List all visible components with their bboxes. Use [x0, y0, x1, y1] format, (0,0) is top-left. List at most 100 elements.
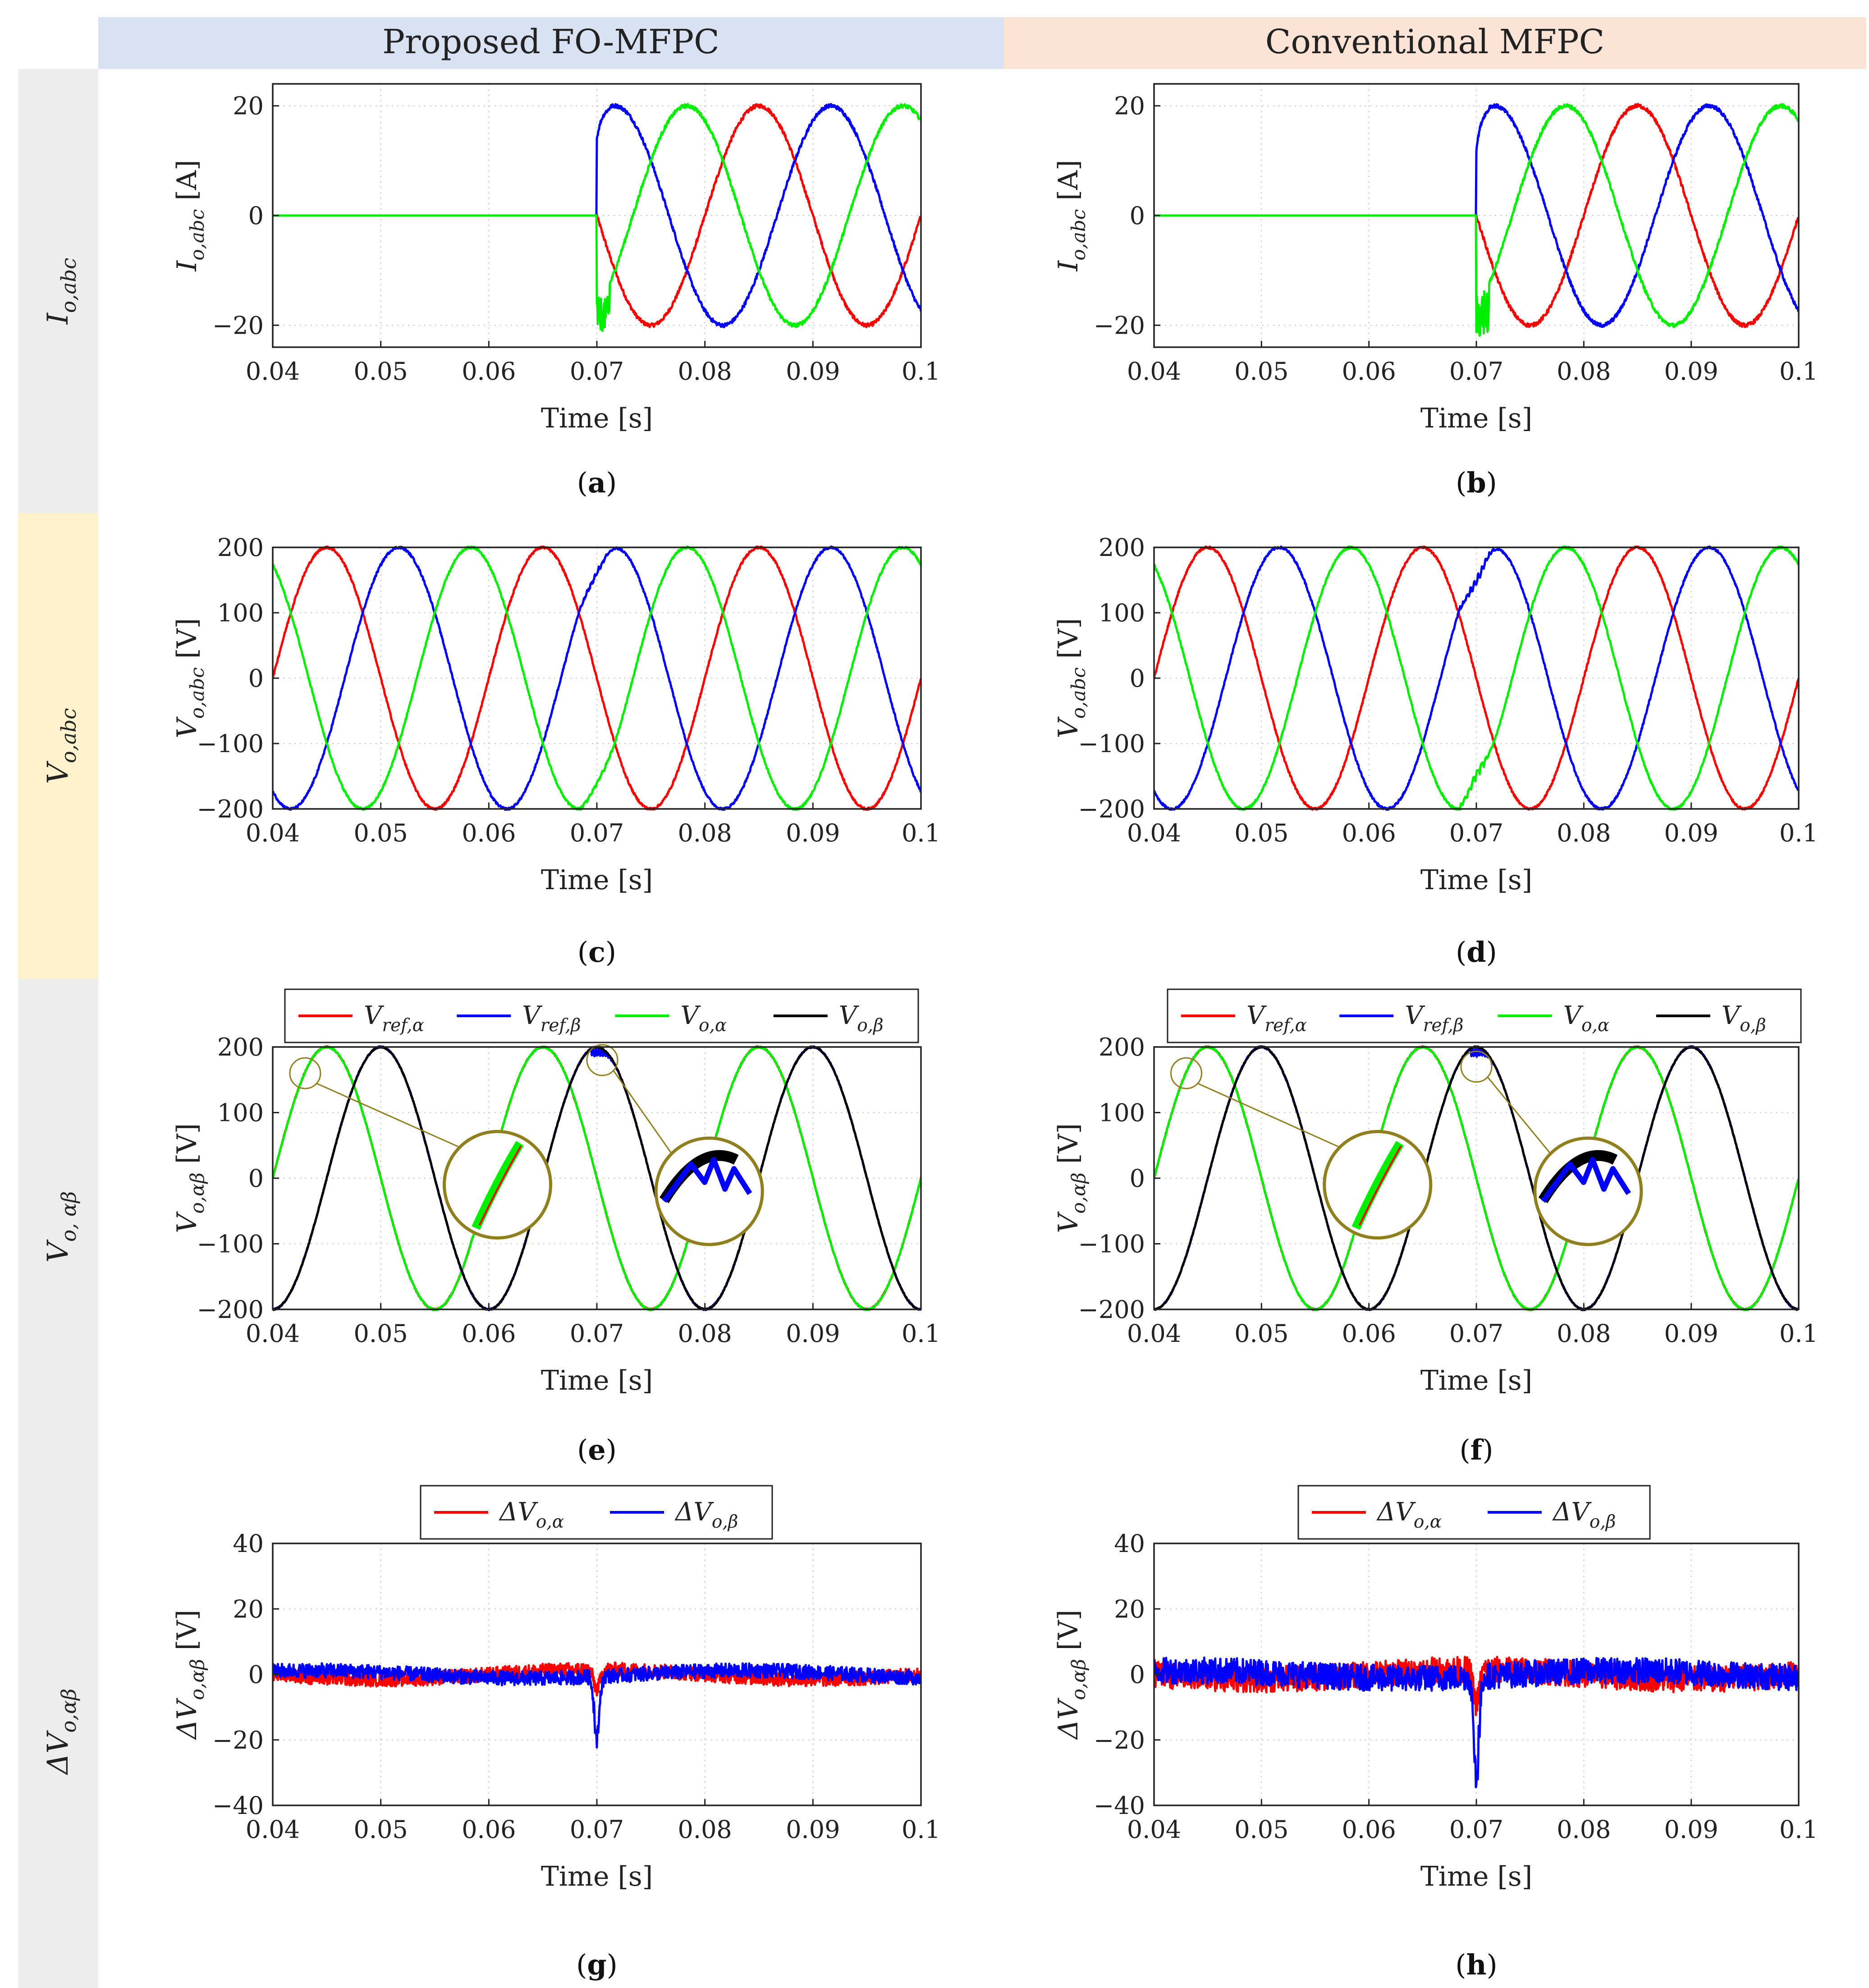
- legend-entry: ΔVo,β: [674, 1497, 738, 1532]
- y-tick-label: −200: [1078, 1295, 1145, 1324]
- y-tick-label: −100: [197, 730, 264, 758]
- panel-caption: (a): [577, 466, 617, 499]
- x-tick-label: 0.05: [354, 357, 408, 386]
- y-tick-label: 40: [233, 1529, 264, 1558]
- y-tick-label: −20: [212, 1726, 264, 1754]
- y-axis-label: Vo,αβ [V]: [171, 1123, 208, 1233]
- x-tick-label: 0.1: [1779, 357, 1818, 386]
- panel-caption: (c): [577, 936, 616, 969]
- y-axis-label-text: Vo,abc [V]: [1053, 618, 1090, 739]
- chart-c: 0.04 0.05 0.06 0.07 0.08 0.09 0.1 −200 −100 0 100 2…: [171, 533, 940, 969]
- row-label-text: ΔVo,αβ: [41, 1689, 81, 1776]
- x-tick-label: 0.06: [462, 1815, 516, 1844]
- y-tick-label: −40: [212, 1791, 264, 1820]
- x-axis-label: Time [s]: [1420, 1365, 1532, 1396]
- x-tick-label: 0.04: [1127, 357, 1181, 386]
- x-tick-label: 0.1: [902, 819, 940, 847]
- y-tick-label: −100: [197, 1230, 264, 1258]
- x-tick-label: 0.08: [1557, 357, 1611, 386]
- y-tick-label: 0: [248, 1164, 264, 1193]
- x-tick-label: 0.09: [1664, 1815, 1718, 1844]
- row-header-dv_ab: [18, 1475, 98, 1988]
- y-tick-label: −200: [1078, 795, 1145, 823]
- x-tick-label: 0.1: [902, 1319, 940, 1348]
- y-tick-label: 200: [1099, 1033, 1145, 1061]
- y-tick-label: 20: [233, 92, 264, 120]
- x-tick-label: 0.07: [1449, 1815, 1503, 1844]
- panel-caption: (g): [576, 1948, 618, 1981]
- x-tick-label: 0.05: [354, 1815, 408, 1844]
- zoom-source-circle: [586, 1044, 618, 1076]
- y-tick-label: 0: [248, 1661, 264, 1689]
- x-tick-label: 0.04: [1127, 1815, 1181, 1844]
- y-tick-label: −20: [1094, 311, 1145, 340]
- series-line-green: [273, 103, 921, 332]
- x-tick-label: 0.04: [1127, 819, 1181, 847]
- series-line-green: [273, 546, 921, 811]
- y-tick-label: −20: [1094, 1726, 1145, 1754]
- legend-entry: Vo,β: [839, 1001, 884, 1036]
- zoom-connector: [612, 1070, 673, 1155]
- y-axis-label-text: ΔVo,αβ [V]: [171, 1610, 208, 1740]
- x-tick-label: 0.04: [1127, 1319, 1181, 1348]
- series-line-green: [273, 1045, 921, 1311]
- y-tick-label: 200: [1099, 533, 1145, 562]
- row-header-v_abc: [18, 513, 98, 979]
- y-tick-label: −200: [197, 795, 264, 823]
- x-axis-label: Time [s]: [1420, 864, 1532, 896]
- y-tick-label: 40: [1114, 1529, 1145, 1558]
- y-tick-label: 20: [1114, 1595, 1145, 1623]
- legend-entry: Vo,α: [681, 1001, 727, 1036]
- y-tick-label: 100: [1099, 1099, 1145, 1127]
- x-tick-label: 0.06: [462, 1319, 516, 1348]
- column-header-label: Conventional MFPC: [1265, 23, 1605, 61]
- series-line-blue: [1154, 546, 1799, 811]
- row-label: ΔVo,αβ: [41, 1689, 81, 1776]
- zoom-trace-blue: [662, 1157, 752, 1203]
- zoom-connector: [1196, 1082, 1341, 1148]
- zoom-trace-green: [472, 1141, 524, 1230]
- zoom-source-circle: [289, 1057, 321, 1089]
- y-axis-label-text: Vo,abc [V]: [171, 618, 208, 739]
- x-tick-label: 0.06: [462, 819, 516, 847]
- zoom-connector: [316, 1082, 461, 1148]
- zoom-trace-red: [478, 1145, 522, 1226]
- x-tick-label: 0.04: [246, 819, 300, 847]
- y-tick-label: 100: [217, 599, 264, 627]
- row-label: Io,abc: [41, 258, 81, 325]
- legend-entry: ΔVo,α: [499, 1497, 564, 1532]
- x-tick-label: 0.09: [786, 819, 840, 847]
- legend-entry: ΔVo,α: [1376, 1497, 1442, 1532]
- y-tick-label: 0: [248, 664, 264, 693]
- panel-caption: (d): [1456, 936, 1497, 969]
- row-label-text: Io,abc: [41, 258, 81, 325]
- x-tick-label: 0.06: [1342, 1815, 1396, 1844]
- y-axis-label: Vo,abc [V]: [171, 618, 208, 739]
- legend-entry: Vref,α: [1246, 1001, 1307, 1036]
- x-tick-label: 0.07: [1449, 1319, 1503, 1348]
- y-axis-label: ΔVo,αβ [V]: [1053, 1610, 1090, 1740]
- y-tick-label: −100: [1078, 1230, 1145, 1258]
- x-tick-label: 0.08: [678, 1319, 732, 1348]
- series-line-red: [273, 546, 921, 811]
- x-tick-label: 0.05: [354, 819, 408, 847]
- series-line-blue: [273, 546, 921, 811]
- x-tick-label: 0.1: [1779, 819, 1818, 847]
- panel-caption: (h): [1455, 1948, 1497, 1981]
- legend-entry: Vref,α: [364, 1001, 424, 1036]
- row-label-text: Vo, αβ: [41, 1191, 81, 1263]
- chart-a: 0.04 0.05 0.06 0.07 0.08 0.09 0.1 −20 0 20 Time [s…: [171, 83, 940, 499]
- x-tick-label: 0.09: [786, 1319, 840, 1348]
- y-tick-label: 20: [233, 1595, 264, 1623]
- x-tick-label: 0.05: [1234, 1815, 1288, 1844]
- y-tick-label: 0: [1130, 1164, 1145, 1193]
- x-tick-label: 0.1: [1779, 1319, 1818, 1348]
- row-label: Vo, αβ: [41, 1191, 81, 1263]
- y-tick-label: 200: [217, 533, 264, 562]
- series-line-green: [1154, 546, 1799, 811]
- y-tick-label: 0: [1130, 1661, 1145, 1689]
- legend: ΔVo,α ΔVo,β: [420, 1485, 773, 1540]
- x-tick-label: 0.09: [1664, 1319, 1718, 1348]
- y-tick-label: −40: [1094, 1791, 1145, 1820]
